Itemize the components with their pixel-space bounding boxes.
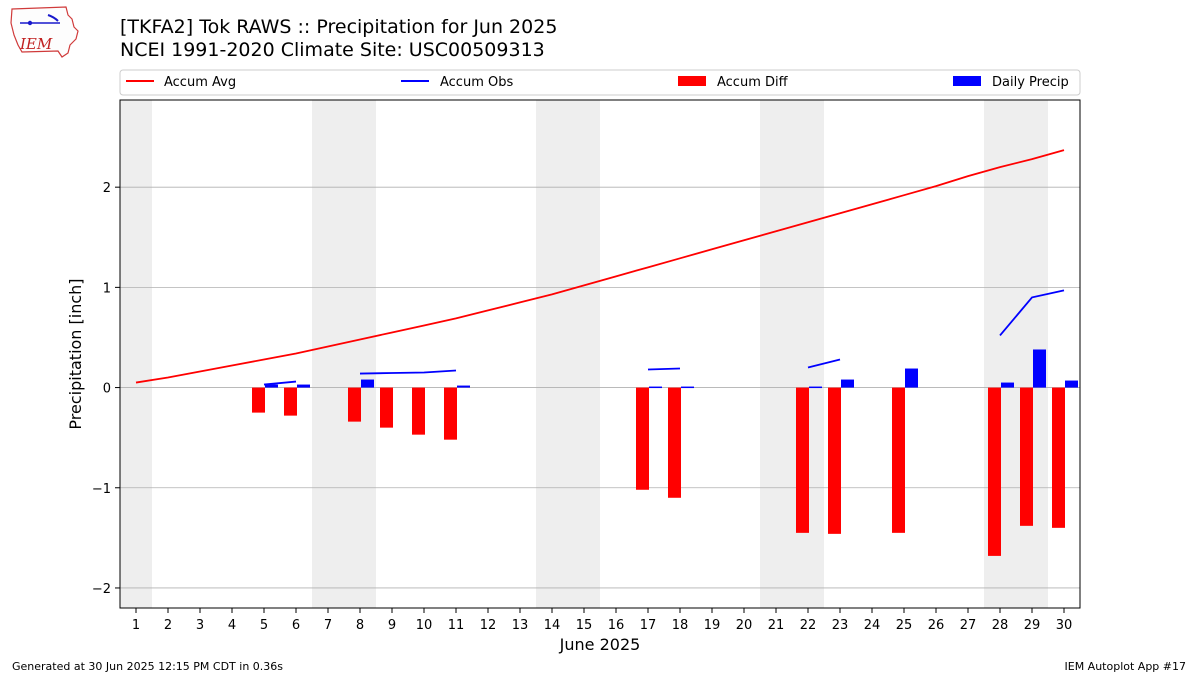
- x-tick-label-4: 4: [228, 618, 236, 633]
- y-tick-label: 0: [103, 382, 111, 397]
- chart-title: [TKFA2] Tok RAWS :: Precipitation for Ju…: [120, 16, 558, 38]
- x-tick-label-13: 13: [512, 618, 529, 633]
- weekend-shade-day-8: [344, 100, 376, 608]
- weekend-shade-day-1: [120, 100, 152, 608]
- y-axis-label: Precipitation [inch]: [66, 278, 85, 429]
- x-axis-label: June 2025: [559, 635, 641, 654]
- x-tick-label-10: 10: [416, 618, 433, 633]
- bars-layer: [252, 349, 1078, 556]
- chart-subtitle: NCEI 1991-2020 Climate Site: USC00509313: [120, 39, 545, 61]
- legend-label-2: Accum Obs: [440, 75, 513, 90]
- legend-box: [119, 69, 1081, 96]
- daily-precip-bar-day-22: [809, 386, 822, 389]
- x-tick-label-20: 20: [736, 618, 753, 633]
- x-tick-label-5: 5: [260, 618, 268, 633]
- x-axis-ticks: 1 2 3 4 5 6 7 8 9 10 11 12 13 14 15 16 17 18 19 20 21 22 23 24 2…: [132, 608, 1072, 633]
- weekend-shade-day-15: [568, 100, 600, 608]
- accum-obs-line-segment-4: [807, 358, 841, 369]
- accum-diff-bar-day-30: [1052, 387, 1065, 528]
- daily-precip-bar-day-11: [457, 385, 470, 388]
- daily-precip-bar-day-8: [361, 379, 374, 388]
- lines-layer: [135, 149, 1065, 386]
- legend-label-1: Accum Avg: [164, 75, 236, 90]
- legend: Accum Avg Accum Obs Accum Diff Daily Precip: [119, 69, 1081, 96]
- x-tick-label-16: 16: [608, 618, 625, 633]
- accum-diff-bar-day-23: [828, 387, 841, 534]
- legend-swatch-3: [678, 76, 706, 86]
- x-tick-label-22: 22: [800, 618, 817, 633]
- plot-frame: [119, 99, 1081, 609]
- x-tick-label-14: 14: [544, 618, 561, 633]
- accum-diff-bar-day-11: [444, 387, 457, 440]
- weekend-shade-day-21: [760, 100, 792, 608]
- daily-precip-bar-day-18: [681, 386, 694, 389]
- x-tick-label-23: 23: [832, 618, 849, 633]
- accum-diff-bar-day-25: [892, 387, 905, 533]
- accum-obs-line-segment-2: [359, 369, 457, 375]
- x-tick-label-6: 6: [292, 618, 300, 633]
- legend-label-3: Accum Diff: [717, 75, 789, 90]
- x-tick-label-21: 21: [768, 618, 785, 633]
- logo-text: IEM: [19, 35, 53, 53]
- x-tick-label-18: 18: [672, 618, 689, 633]
- accum-diff-bar-day-6: [284, 387, 297, 416]
- daily-precip-bar-day-30: [1065, 380, 1078, 388]
- accum-diff-bar-day-5: [252, 387, 265, 413]
- accum-diff-bar-day-10: [412, 387, 425, 435]
- accum-diff-bar-day-22: [796, 387, 809, 533]
- accum-diff-bar-day-29: [1020, 387, 1033, 526]
- x-tick-label-24: 24: [864, 618, 881, 633]
- accum-avg-line: [135, 149, 1065, 384]
- footer-generated-text: Generated at 30 Jun 2025 12:15 PM CDT in…: [12, 660, 284, 673]
- daily-precip-bar-day-17: [649, 386, 662, 389]
- x-tick-label-1: 1: [132, 618, 140, 633]
- footer-app-label: IEM Autoplot App #17: [1064, 660, 1187, 673]
- x-tick-label-26: 26: [928, 618, 945, 633]
- weekend-shade-day-14: [536, 100, 568, 608]
- x-tick-label-17: 17: [640, 618, 657, 633]
- y-gridlines: [120, 186, 1080, 589]
- daily-precip-bar-day-25: [905, 368, 918, 388]
- weekend-shading: [120, 100, 1048, 608]
- x-tick-label-29: 29: [1024, 618, 1041, 633]
- x-tick-label-11: 11: [448, 618, 465, 633]
- iem-logo: IEM: [10, 6, 79, 58]
- x-tick-label-8: 8: [356, 618, 364, 633]
- accum-diff-bar-day-17: [636, 387, 649, 490]
- x-tick-label-25: 25: [896, 618, 913, 633]
- accum-obs-line-segment-5: [999, 289, 1065, 337]
- x-tick-label-30: 30: [1056, 618, 1073, 633]
- legend-label-4: Daily Precip: [992, 75, 1069, 90]
- x-tick-label-19: 19: [704, 618, 721, 633]
- x-tick-label-7: 7: [324, 618, 332, 633]
- accum-diff-bar-day-8: [348, 387, 361, 422]
- legend-swatch-4: [953, 76, 981, 86]
- accum-diff-bar-day-9: [380, 387, 393, 428]
- x-tick-label-27: 27: [960, 618, 977, 633]
- daily-precip-bar-day-28: [1001, 382, 1014, 388]
- y-tick-label: 1: [103, 281, 111, 296]
- x-tick-label-3: 3: [196, 618, 204, 633]
- y-tick-label: −2: [92, 582, 111, 597]
- daily-precip-bar-day-5: [265, 384, 278, 388]
- y-tick-label: 2: [103, 181, 111, 196]
- accum-obs-line-segment-3: [647, 367, 681, 371]
- accum-diff-bar-day-28: [988, 387, 1001, 556]
- x-tick-label-9: 9: [388, 618, 396, 633]
- y-tick-label: −1: [92, 482, 111, 497]
- accum-diff-bar-day-18: [668, 387, 681, 498]
- x-tick-label-2: 2: [164, 618, 172, 633]
- x-tick-label-12: 12: [480, 618, 497, 633]
- weekend-shade-day-7: [312, 100, 344, 608]
- daily-precip-bar-day-29: [1033, 349, 1046, 388]
- accum-obs-line-segment-1: [263, 380, 297, 386]
- x-tick-label-28: 28: [992, 618, 1009, 633]
- y-axis-ticks: −2 −1 0 1 2: [92, 181, 120, 597]
- daily-precip-bar-day-23: [841, 379, 854, 388]
- daily-precip-bar-day-6: [297, 384, 310, 388]
- x-tick-label-15: 15: [576, 618, 593, 633]
